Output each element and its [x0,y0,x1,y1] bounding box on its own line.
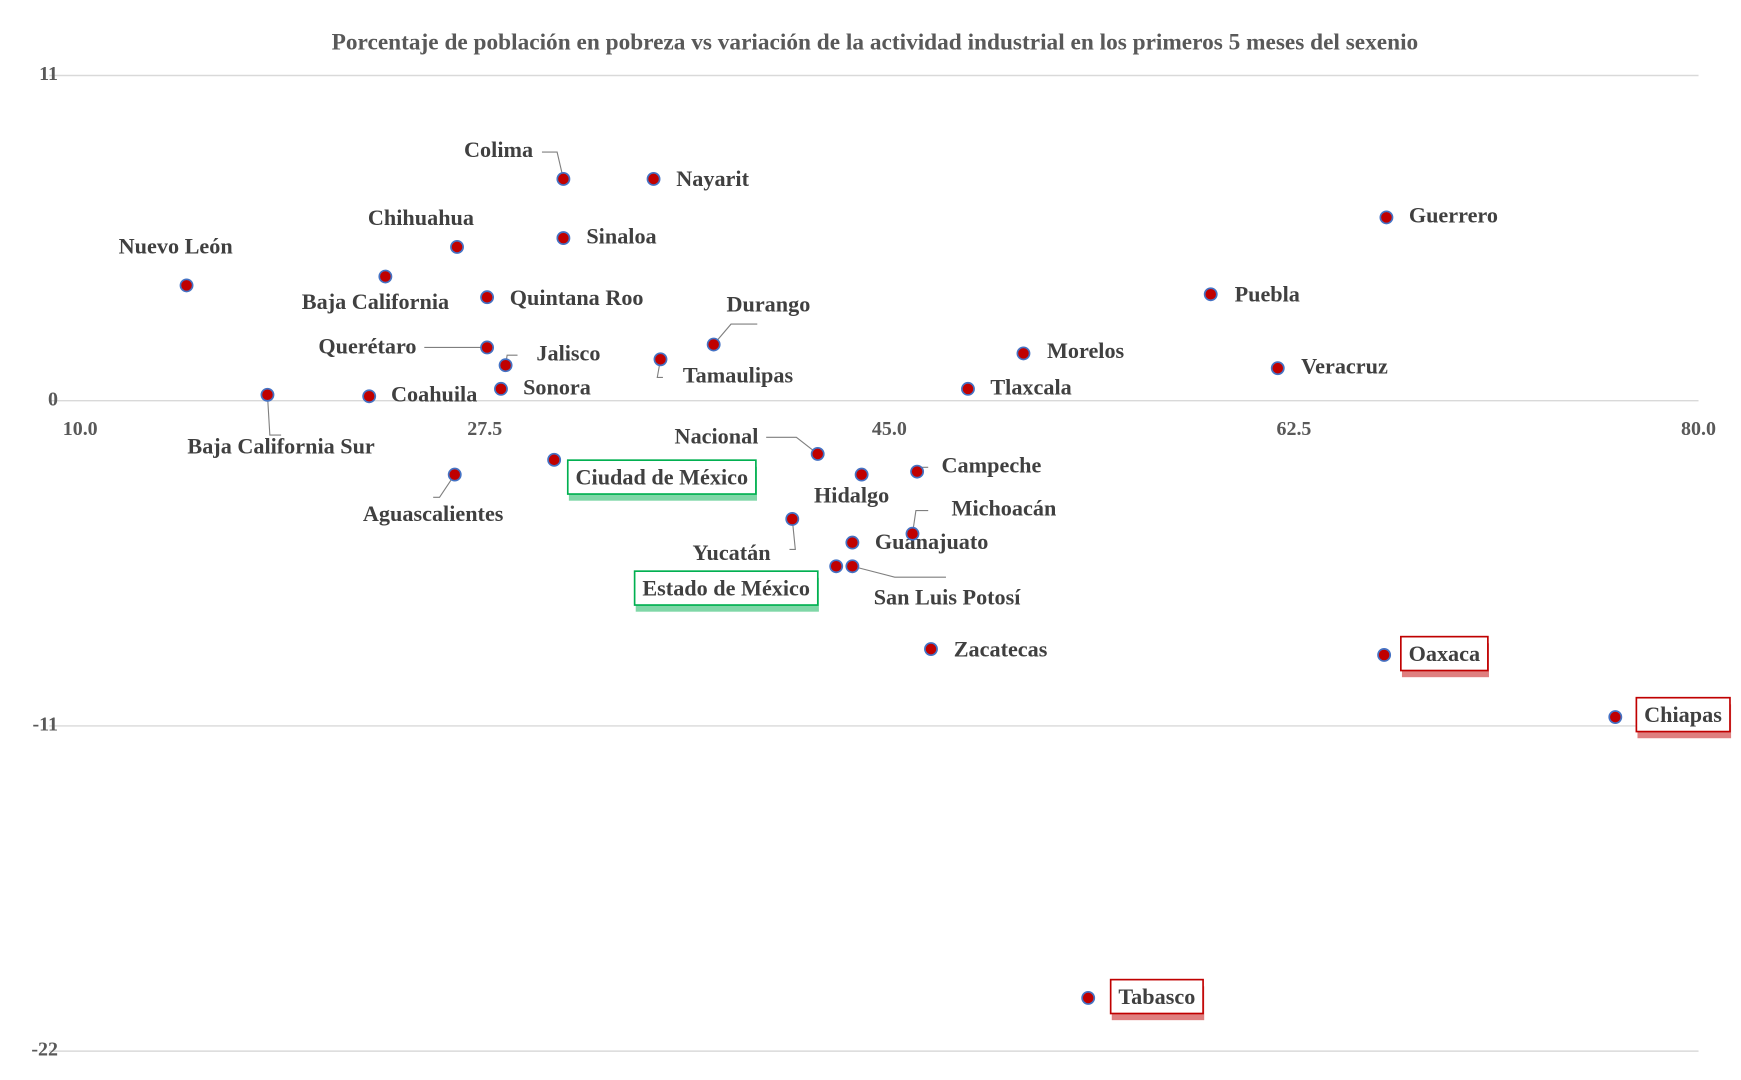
point-label: Chihuahua [368,205,474,230]
point-label: Estado de México [642,576,810,601]
point-label: Puebla [1235,281,1300,306]
point [450,240,464,254]
point [905,526,920,541]
point [1608,710,1623,724]
point [494,381,508,396]
point [845,535,860,550]
point [1270,361,1285,376]
point-label: Baja California [302,289,449,314]
point [961,381,975,396]
point [556,172,571,186]
point-label: Coahuila [391,381,477,406]
point-label: Tabasco [1118,984,1195,1009]
point [447,467,462,482]
leader-line [541,151,564,180]
point [498,358,513,373]
point-label: Hidalgo [814,482,889,507]
y-tick-label: 0 [48,388,58,410]
point [1379,210,1394,225]
point [556,231,571,246]
point-label: Quintana Roo [510,285,644,310]
point-label: Sinaloa [586,224,656,249]
point [854,467,869,482]
point-label: Morelos [1047,338,1125,363]
point-label: Chiapas [1644,702,1722,727]
leader-line [852,565,946,578]
leader-line [713,323,758,345]
point-label: Colima [464,137,533,162]
point-label: Jalisco [536,340,600,365]
point-label: Tamaulipas [683,362,794,387]
point [1081,990,1096,1005]
x-tick-label: 80.0 [1681,418,1716,440]
point-label: Baja California Sur [187,434,375,459]
point [810,446,825,461]
leader-line [911,510,929,534]
chart-title: Porcentaje de población en pobreza vs va… [332,30,1419,56]
x-tick-label: 10.0 [63,418,98,440]
leader-line [789,518,796,550]
y-tick-label: -11 [32,713,58,735]
point [179,278,194,293]
point-label: Michoacán [952,496,1057,521]
point-label: San Luis Potosí [874,584,1022,609]
point [480,340,495,355]
point-label: Nayarit [676,166,749,191]
point [378,269,393,284]
point-label: Ciudad de México [576,465,749,490]
point-label: Tlaxcala [990,375,1071,400]
point [547,452,562,467]
leader-line [433,474,456,498]
x-tick-label: 62.5 [1276,418,1311,440]
point-label: Guanajuato [875,529,988,554]
point [706,337,721,352]
point-label: Guerrero [1409,203,1498,228]
point-label: Durango [726,291,810,316]
point [829,559,844,574]
point [1203,287,1218,302]
point [1016,346,1031,361]
y-tick-label: 11 [39,63,58,85]
point-label: Aguascalientes [363,501,504,526]
label-box [1109,978,1204,1015]
label-box [1400,635,1489,672]
label-box [633,570,819,606]
point [362,389,377,404]
point-label: Veracruz [1301,354,1388,379]
point-label: Zacatecas [954,637,1048,662]
point-label: Yucatán [693,540,771,565]
leader-line [766,436,819,455]
point [910,464,925,479]
label-box [1635,696,1731,733]
x-tick-label: 45.0 [872,418,907,440]
point-label: Oaxaca [1409,641,1480,666]
point [785,512,800,526]
point [1377,648,1392,662]
point-label: Nuevo León [119,234,233,259]
point [260,387,275,402]
point-label: Sonora [523,375,591,400]
x-tick-label: 27.5 [467,418,502,440]
point [653,352,668,367]
point-label: Querétaro [318,334,416,359]
point [924,642,938,656]
y-tick-label: -22 [31,1039,58,1061]
label-box [566,459,757,495]
point [845,559,860,574]
point [646,172,661,186]
leader-line [266,394,282,436]
point-label: Nacional [675,424,759,449]
point-label: Campeche [942,452,1042,477]
point [480,290,495,305]
